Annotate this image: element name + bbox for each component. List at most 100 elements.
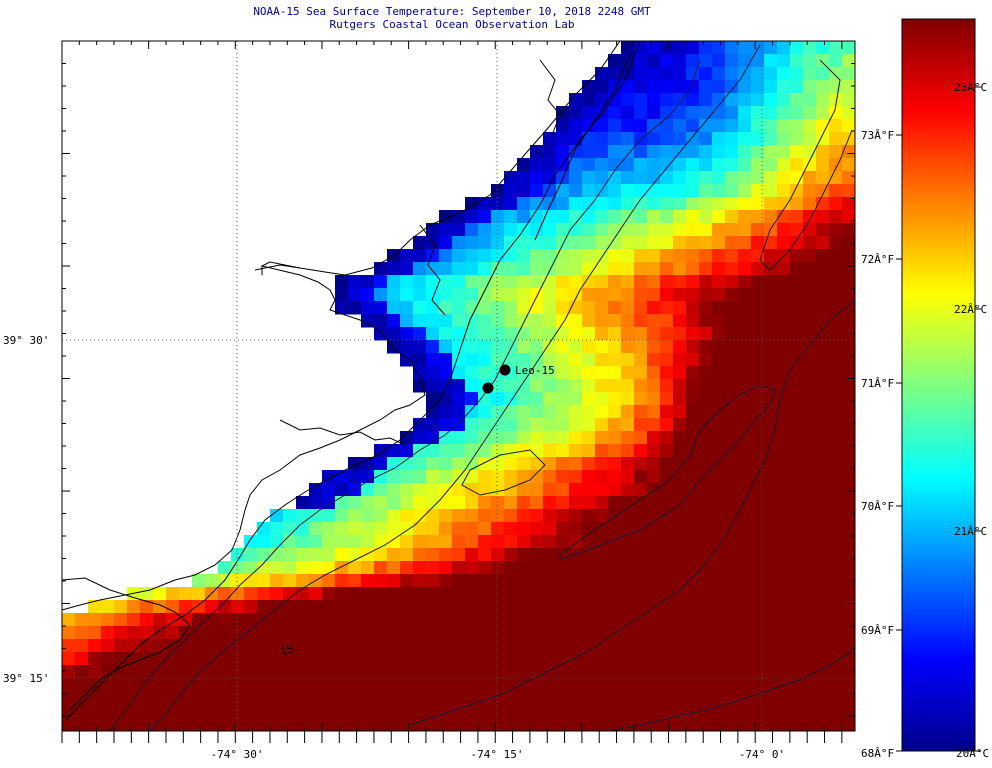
sst-cell xyxy=(764,431,778,445)
sst-cell xyxy=(348,496,362,510)
sst-cell xyxy=(725,171,739,185)
sst-cell xyxy=(582,535,596,549)
sst-cell xyxy=(244,730,258,731)
sst-cell xyxy=(686,223,700,237)
sst-cell xyxy=(465,470,479,484)
inlet-marsh-4 xyxy=(419,224,446,316)
sst-cell xyxy=(803,249,817,263)
sst-cell xyxy=(699,717,713,731)
sst-cell xyxy=(153,600,167,614)
sst-cell xyxy=(764,626,778,640)
sst-cell xyxy=(530,639,544,653)
sst-cell xyxy=(816,379,830,393)
sst-cell xyxy=(283,730,297,731)
sst-cell xyxy=(673,67,687,81)
sst-cell xyxy=(621,600,635,614)
isobath-label: 15 xyxy=(279,642,296,659)
sst-cell xyxy=(62,717,76,731)
sst-cell xyxy=(348,548,362,562)
sst-cell xyxy=(595,314,609,328)
sst-cell xyxy=(556,561,570,575)
sst-cell xyxy=(556,470,570,484)
sst-cell xyxy=(595,652,609,666)
sst-cell xyxy=(400,600,414,614)
sst-cell xyxy=(504,522,518,536)
sst-cell xyxy=(452,574,466,588)
sst-cell xyxy=(673,314,687,328)
sst-cell xyxy=(673,340,687,354)
sst-cell xyxy=(374,288,388,302)
sst-cell xyxy=(712,327,726,341)
sst-cell xyxy=(660,704,674,718)
sst-cell xyxy=(751,431,765,445)
sst-cell xyxy=(413,379,427,393)
sst-cell xyxy=(738,353,752,367)
sst-cell xyxy=(530,600,544,614)
sst-cell xyxy=(595,197,609,211)
sst-cell xyxy=(582,613,596,627)
sst-cell xyxy=(842,509,855,523)
sst-cell xyxy=(387,496,401,510)
sst-cell xyxy=(777,665,791,679)
sst-cell xyxy=(634,223,648,237)
sst-cell xyxy=(439,288,453,302)
sst-cell xyxy=(218,639,232,653)
sst-cell xyxy=(530,717,544,731)
sst-cell xyxy=(829,41,843,55)
sst-cell xyxy=(504,613,518,627)
sst-cell xyxy=(595,67,609,81)
sst-cell xyxy=(634,54,648,68)
sst-cell xyxy=(556,587,570,601)
sst-cell xyxy=(569,431,583,445)
sst-cell xyxy=(608,431,622,445)
sst-cell xyxy=(465,509,479,523)
sst-cell xyxy=(725,223,739,237)
sst-cell xyxy=(179,678,193,692)
sst-cell xyxy=(686,275,700,289)
sst-cell xyxy=(231,639,245,653)
sst-cell xyxy=(517,431,531,445)
sst-cell xyxy=(348,275,362,289)
sst-cell xyxy=(270,652,284,666)
sst-cell xyxy=(296,691,310,705)
station-marker-2[interactable] xyxy=(482,382,494,394)
sst-cell xyxy=(621,457,635,471)
sst-cell xyxy=(673,600,687,614)
sst-cell xyxy=(686,587,700,601)
sst-cell xyxy=(699,340,713,354)
sst-cell xyxy=(803,132,817,146)
sst-cell xyxy=(296,626,310,640)
sst-cell xyxy=(413,457,427,471)
sst-cell xyxy=(283,652,297,666)
sst-cell xyxy=(595,626,609,640)
sst-cell xyxy=(400,704,414,718)
sst-cell xyxy=(725,314,739,328)
sst-cell xyxy=(686,561,700,575)
sst-cell xyxy=(114,652,128,666)
sst-cell xyxy=(309,665,323,679)
sst-cell xyxy=(413,314,427,328)
sst-cell xyxy=(569,132,583,146)
sst-cell xyxy=(751,587,765,601)
sst-cell xyxy=(166,652,180,666)
sst-cell xyxy=(829,353,843,367)
sst-cell xyxy=(179,600,193,614)
sst-cell xyxy=(569,405,583,419)
sst-cell xyxy=(439,314,453,328)
sst-cell xyxy=(413,366,427,380)
sst-cell xyxy=(556,119,570,133)
sst-cell xyxy=(647,236,661,250)
sst-cell xyxy=(777,587,791,601)
sst-cell xyxy=(595,80,609,94)
sst-cell xyxy=(569,275,583,289)
sst-cell xyxy=(764,496,778,510)
sst-cell xyxy=(439,353,453,367)
sst-cell xyxy=(673,704,687,718)
station-marker-1[interactable] xyxy=(499,364,511,376)
sst-cell xyxy=(803,93,817,107)
sst-cell xyxy=(699,262,713,276)
sst-cell xyxy=(608,652,622,666)
sst-cell xyxy=(595,509,609,523)
sst-cell xyxy=(166,730,180,731)
sst-cell xyxy=(504,392,518,406)
